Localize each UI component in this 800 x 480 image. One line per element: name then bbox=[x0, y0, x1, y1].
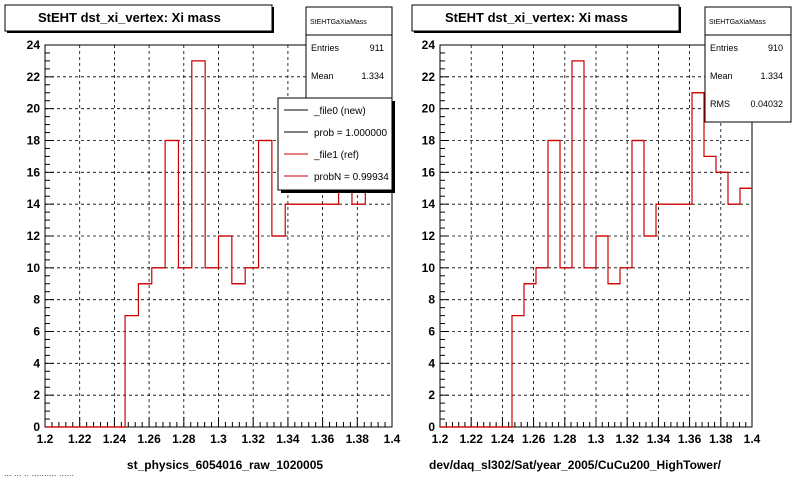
y-tick-label: 12 bbox=[27, 229, 41, 243]
x-tick-label: 1.4 bbox=[384, 432, 401, 446]
stats-label: Mean bbox=[710, 71, 733, 81]
x-tick-label: 1.24 bbox=[491, 432, 515, 446]
y-tick-label: 16 bbox=[27, 165, 41, 179]
chart-panel-1: 1.2 1.22 1.24 1.26 1.28 1.3 1.32 1.34 1.36 1.38 1.… bbox=[4, 4, 401, 472]
stats-label: Entries bbox=[710, 43, 739, 53]
stats-label: RMS bbox=[710, 99, 730, 109]
x-tick-label: 1.4 bbox=[744, 432, 761, 446]
y-tick-label: 6 bbox=[428, 325, 435, 339]
y-tick-label: 2 bbox=[33, 388, 40, 402]
y-tick-label: 20 bbox=[27, 102, 41, 116]
y-tick-label: 22 bbox=[27, 70, 41, 84]
y-tick-label: 4 bbox=[428, 356, 435, 370]
y-tick-label: 18 bbox=[27, 134, 41, 148]
y-tick-label: 24 bbox=[422, 38, 436, 52]
y-tick-label: 14 bbox=[27, 197, 41, 211]
x-tick-label: 1.3 bbox=[210, 432, 227, 446]
corner-timestamp: ... ... .. .......... ...... bbox=[4, 468, 74, 478]
legend-box bbox=[277, 97, 393, 191]
legend-label: _file1 (ref) bbox=[313, 150, 359, 161]
y-tick-label: 4 bbox=[33, 356, 40, 370]
x-tick-label: 1.36 bbox=[311, 432, 335, 446]
y-tick-label: 0 bbox=[33, 420, 40, 434]
legend-label: prob = 1.000000 bbox=[314, 128, 388, 139]
x-tick-label: 1.24 bbox=[103, 432, 127, 446]
x-tick-label: 1.3 bbox=[588, 432, 605, 446]
x-tick-label: 1.26 bbox=[522, 432, 546, 446]
y-tick-label: 6 bbox=[33, 325, 40, 339]
x-tick-label: 1.34 bbox=[647, 432, 671, 446]
stats-label: Entries bbox=[311, 43, 340, 53]
x-tick-label: 1.22 bbox=[460, 432, 484, 446]
x-tick-label: 1.2 bbox=[37, 432, 54, 446]
y-tick-label: 20 bbox=[422, 102, 436, 116]
legend: _file0 (new) prob = 1.000000 _file1 (ref) p… bbox=[284, 106, 389, 183]
chart-title: StEHT dst_xi_vertex: Xi mass bbox=[38, 10, 221, 25]
stats-value: 0.04032 bbox=[750, 99, 783, 109]
stats-name: StEHTGaXiaMass bbox=[310, 19, 367, 26]
stats-name: StEHTGaXiaMass bbox=[709, 19, 766, 26]
y-tick-label: 10 bbox=[27, 261, 41, 275]
legend-label: _file0 (new) bbox=[313, 106, 366, 117]
stats-label: Mean bbox=[311, 71, 334, 81]
x-tick-label: 1.26 bbox=[137, 432, 161, 446]
y-tick-label: 18 bbox=[422, 134, 436, 148]
x-tick-label: 1.32 bbox=[616, 432, 640, 446]
y-tick-label: 10 bbox=[422, 261, 436, 275]
x-tick-label: 1.36 bbox=[678, 432, 702, 446]
stats-box bbox=[704, 6, 792, 123]
stats-value: 910 bbox=[768, 43, 783, 53]
x-axis-label: st_physics_6054016_raw_1020005 bbox=[127, 458, 323, 472]
x-tick-label: 1.22 bbox=[68, 432, 92, 446]
x-axis-label: dev/daq_sl302/Sat/year_2005/CuCu200_High… bbox=[429, 458, 722, 472]
chart-panel-2: 1.2 1.22 1.24 1.26 1.28 1.3 1.32 1.34 1.36 1.38 1.… bbox=[411, 4, 792, 472]
x-tick-label: 1.28 bbox=[553, 432, 577, 446]
y-tick-label: 8 bbox=[33, 293, 40, 307]
x-tick-label: 1.38 bbox=[346, 432, 370, 446]
stats-value: 1.334 bbox=[361, 71, 384, 81]
x-tick-label: 1.28 bbox=[172, 432, 196, 446]
y-tick-label: 14 bbox=[422, 197, 436, 211]
y-tick-label: 16 bbox=[422, 165, 436, 179]
x-tick-label: 1.2 bbox=[432, 432, 449, 446]
y-tick-label: 0 bbox=[428, 420, 435, 434]
y-tick-label: 2 bbox=[428, 388, 435, 402]
x-tick-label: 1.32 bbox=[242, 432, 266, 446]
y-tick-label: 22 bbox=[422, 70, 436, 84]
legend-label: probN = 0.99934 bbox=[314, 172, 389, 183]
x-tick-label: 1.34 bbox=[276, 432, 300, 446]
stats-value: 1.334 bbox=[760, 71, 783, 81]
y-tick-label: 12 bbox=[422, 229, 436, 243]
y-tick-label: 24 bbox=[27, 38, 41, 52]
stats-value: 911 bbox=[370, 43, 384, 53]
chart-title: StEHT dst_xi_vertex: Xi mass bbox=[445, 10, 628, 25]
y-tick-label: 8 bbox=[428, 293, 435, 307]
x-tick-label: 1.38 bbox=[709, 432, 733, 446]
